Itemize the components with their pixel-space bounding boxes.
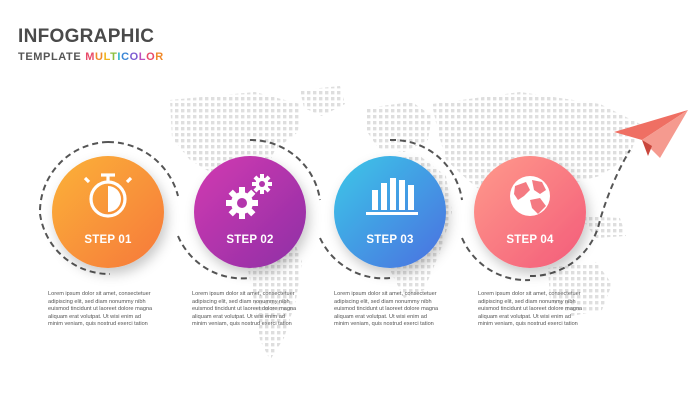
paper-plane-icon: [614, 110, 688, 158]
step-description: Lorem ipsum dolor sit amet, consectetuer…: [192, 291, 332, 329]
description-line: euismod tincidunt ut laoreet dolore magn…: [48, 306, 153, 313]
description-line: minim veniam, quis nostrud exerci tation: [334, 321, 434, 328]
description-line: minim veniam, quis nostrud exerci tation: [48, 321, 148, 328]
description-line: adipiscing elit, sed diam nonummy nibh: [192, 298, 290, 305]
step-3[interactable]: [334, 156, 446, 268]
step-label: STEP 02: [226, 234, 274, 246]
description-line: aliquam erat volutpat. Ut wisi enim ad: [192, 313, 285, 320]
globe-icon: [510, 176, 550, 216]
bar-chart-icon: [366, 178, 418, 215]
description-line: minim veniam, quis nostrud exerci tation: [478, 321, 578, 328]
description-line: aliquam erat volutpat. Ut wisi enim ad: [334, 313, 427, 320]
page-title: INFOGRAPHIC: [18, 26, 155, 47]
description-line: minim veniam, quis nostrud exerci tation: [192, 321, 292, 328]
description-line: euismod tincidunt ut laoreet dolore magn…: [334, 306, 439, 313]
description-line: Lorem ipsum dolor sit amet, consectetuer: [334, 291, 437, 297]
gears-icon: [226, 174, 272, 219]
stopwatch-icon: [83, 173, 133, 218]
subtitle-accent: MULTICOLOR: [85, 51, 164, 63]
description-line: adipiscing elit, sed diam nonummy nibh: [48, 298, 146, 305]
step-2[interactable]: [194, 156, 306, 268]
description-line: aliquam erat volutpat. Ut wisi enim ad: [48, 313, 141, 320]
description-line: euismod tincidunt ut laoreet dolore magn…: [478, 306, 583, 313]
description-line: adipiscing elit, sed diam nonummy nibh: [334, 298, 432, 305]
description-line: euismod tincidunt ut laoreet dolore magn…: [192, 306, 297, 313]
step-4[interactable]: [474, 156, 586, 268]
dashed-path: [38, 138, 631, 282]
step-label: STEP 01: [84, 234, 132, 246]
description-line: Lorem ipsum dolor sit amet, consectetuer: [192, 291, 295, 297]
subtitle-prefix: TEMPLATE: [18, 51, 82, 63]
step-description: Lorem ipsum dolor sit amet, consectetuer…: [334, 291, 474, 329]
description-line: adipiscing elit, sed diam nonummy nibh: [478, 298, 576, 305]
step-description: Lorem ipsum dolor sit amet, consectetuer…: [478, 291, 618, 329]
step-label: STEP 03: [366, 234, 414, 246]
page-subtitle: TEMPLATE MULTICOLOR: [18, 51, 164, 63]
step-label: STEP 04: [506, 234, 554, 246]
description-line: aliquam erat volutpat. Ut wisi enim ad: [478, 313, 571, 320]
description-line: Lorem ipsum dolor sit amet, consectetuer: [48, 291, 151, 297]
step-1[interactable]: [52, 156, 164, 268]
step-description: Lorem ipsum dolor sit amet, consectetuer…: [48, 291, 188, 329]
description-line: Lorem ipsum dolor sit amet, consectetuer: [478, 291, 581, 297]
